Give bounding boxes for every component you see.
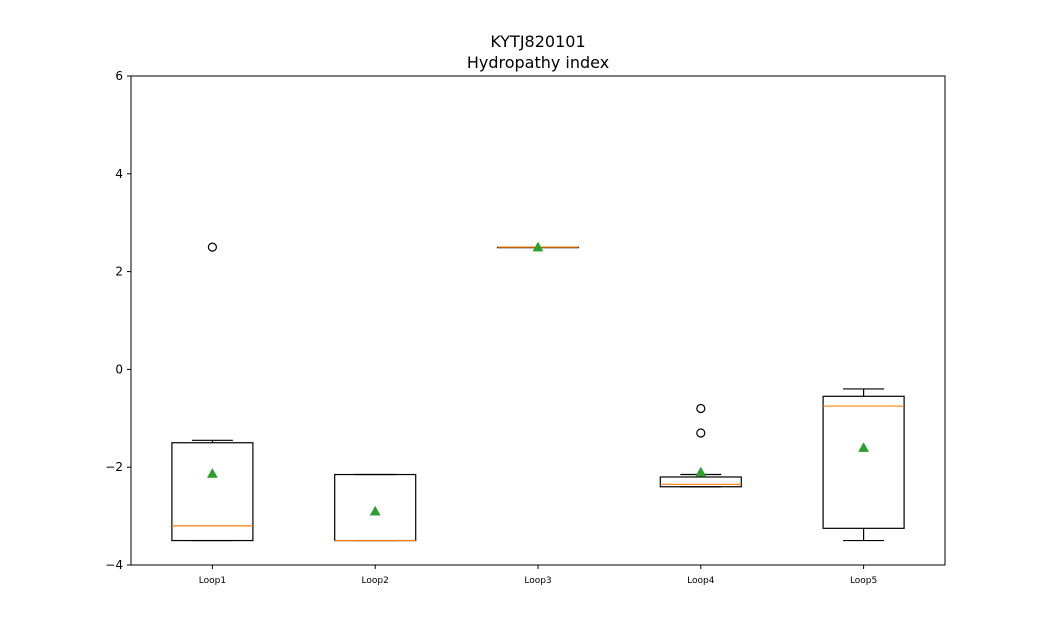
x-tick-label: Loop2 bbox=[362, 576, 389, 586]
y-tick-label: −2 bbox=[105, 460, 123, 474]
chart-title: KYTJ820101 bbox=[490, 32, 585, 51]
mean-marker bbox=[369, 505, 381, 516]
mean-marker bbox=[858, 442, 870, 452]
x-tick-label: Loop5 bbox=[850, 576, 877, 586]
iqr-box bbox=[822, 395, 905, 529]
iqr-box bbox=[659, 476, 742, 488]
mean-marker bbox=[206, 468, 218, 478]
iqr-box bbox=[171, 442, 254, 542]
y-tick-label: −4 bbox=[105, 558, 123, 572]
outlier-point bbox=[696, 428, 706, 438]
x-tick-label: Loop1 bbox=[199, 576, 226, 586]
mean-marker bbox=[532, 241, 544, 252]
box-loop1 bbox=[171, 242, 254, 542]
box-loop3 bbox=[496, 241, 580, 252]
y-axis: 6 4 2 0 −2 −4 bbox=[105, 69, 131, 572]
boxes-group bbox=[171, 241, 905, 542]
x-tick-label: Loop4 bbox=[687, 576, 715, 586]
chart-subtitle: Hydropathy index bbox=[467, 53, 609, 72]
box-loop4 bbox=[659, 403, 742, 488]
y-tick-label: 4 bbox=[115, 167, 123, 181]
y-tick-label: 6 bbox=[115, 69, 123, 83]
y-tick-label: 2 bbox=[115, 265, 123, 279]
box-loop2 bbox=[334, 473, 417, 542]
x-axis: Loop1 Loop2 Loop3 Loop4 Loop5 bbox=[199, 565, 877, 586]
mean-marker bbox=[695, 466, 707, 477]
x-tick-label: Loop3 bbox=[524, 576, 551, 586]
box-loop5 bbox=[822, 388, 905, 542]
outlier-point bbox=[696, 403, 706, 414]
outlier-point bbox=[207, 242, 217, 252]
y-tick-label: 0 bbox=[115, 362, 123, 376]
